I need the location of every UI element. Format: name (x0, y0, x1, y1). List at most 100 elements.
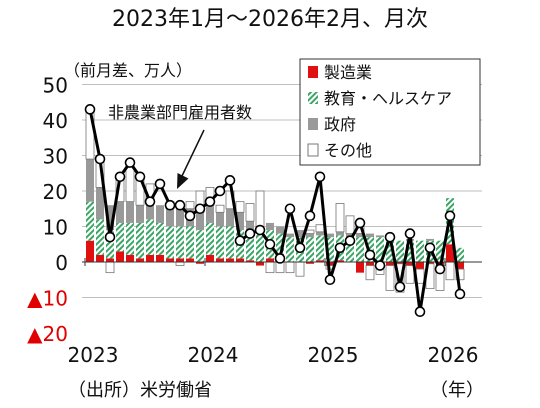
bar-education-health (286, 237, 294, 262)
bar-manufacturing (216, 258, 224, 262)
bar-manufacturing (226, 258, 234, 262)
bar-government (276, 226, 284, 234)
bar-manufacturing (266, 258, 274, 262)
x-tick-label: 2024 (188, 343, 239, 367)
bar-manufacturing (186, 258, 194, 262)
bar-education-health (166, 226, 174, 259)
bar-manufacturing (146, 254, 154, 262)
payroll-point (354, 217, 366, 229)
legend-label: 政府 (324, 115, 356, 134)
payroll-point (334, 242, 346, 254)
payroll-point (254, 224, 266, 236)
bar-education-health (136, 222, 144, 259)
payroll-point (364, 249, 376, 261)
annotation: 非農業部門雇用者数 (108, 103, 252, 189)
bar-government (176, 208, 184, 227)
payroll-point (114, 171, 126, 183)
legend-swatch (307, 143, 319, 157)
bar-other (175, 261, 185, 266)
bar-education-health (456, 247, 464, 262)
payroll-point (234, 235, 246, 246)
bar-education-health (306, 237, 314, 262)
bar-education-health (86, 201, 94, 241)
bar-government (376, 235, 384, 238)
bar-other (215, 204, 225, 213)
bar-government (156, 205, 164, 223)
bar-education-health (106, 230, 114, 259)
bar-government (366, 233, 374, 238)
payroll-point (164, 199, 176, 211)
x-tick-label: 2025 (308, 343, 359, 367)
bar-other (345, 215, 355, 235)
payroll-point (284, 203, 296, 215)
payroll-point (214, 185, 226, 197)
payroll-point (244, 228, 256, 239)
bar-government (326, 233, 334, 238)
bar-other (185, 201, 195, 210)
payroll-point (274, 253, 286, 264)
bar-manufacturing (446, 244, 454, 262)
payroll-point (174, 199, 186, 211)
bar-education-health (376, 237, 384, 262)
bar-other (295, 261, 305, 277)
bar-education-health (276, 233, 284, 262)
annotation-arrowhead (177, 173, 189, 189)
payroll-point (84, 104, 96, 115)
bar-manufacturing (316, 260, 324, 262)
legend-label: 製造業 (324, 63, 372, 82)
legend-swatch (308, 66, 318, 78)
bar-government (226, 208, 234, 227)
bar-education-health (356, 237, 364, 262)
bar-manufacturing (456, 262, 464, 270)
bar-education-health (96, 219, 104, 255)
bar-other (365, 265, 375, 281)
bar-other (395, 263, 405, 293)
bar-manufacturing (356, 262, 364, 273)
bar-government (426, 238, 434, 241)
bar-education-health (396, 240, 404, 262)
bar-government (216, 212, 224, 227)
unit-label: （前月差、万人） (64, 61, 192, 80)
bar-other (245, 203, 255, 222)
bar-manufacturing (366, 262, 374, 266)
annotation-arrow-line (181, 129, 205, 177)
payroll-point (384, 231, 396, 243)
bar-education-health (206, 222, 214, 255)
bar-government (236, 212, 244, 231)
bar-education-health (196, 230, 204, 262)
payroll-point (154, 178, 166, 190)
bar-education-health (416, 240, 424, 262)
payroll-point (134, 171, 146, 183)
bar-government (206, 205, 214, 223)
payroll-point (394, 281, 406, 293)
bar-education-health (346, 237, 354, 262)
x-tick-label: 2026 (428, 343, 479, 367)
y-tick-label: 40 (43, 109, 68, 133)
bar-other (255, 190, 265, 227)
payroll-line (84, 104, 466, 318)
bar-education-health (366, 237, 374, 262)
y-axis-ticks: 50 40 30 20 10 0 ▲10 ▲20 (27, 74, 68, 347)
bar-other (405, 265, 415, 284)
bar-education-health (186, 226, 194, 259)
bar-government (136, 205, 144, 223)
bar-government (106, 205, 114, 231)
bar-other (285, 261, 295, 274)
bar-manufacturing (156, 254, 164, 262)
bar-education-health (406, 240, 414, 262)
bar-education-health (216, 226, 224, 259)
bar-manufacturing (236, 258, 244, 262)
payroll-point (94, 153, 106, 165)
payroll-point (204, 196, 216, 207)
bar-government (196, 212, 204, 231)
x-unit-label: （年） (430, 380, 484, 401)
bar-manufacturing (416, 262, 424, 270)
bar-manufacturing (396, 262, 404, 264)
bar-education-health (226, 226, 234, 259)
bar-government (266, 222, 274, 231)
payroll-point (194, 203, 206, 215)
bar-other (335, 203, 345, 233)
bar-government (286, 233, 294, 238)
bar-manufacturing (96, 254, 104, 262)
